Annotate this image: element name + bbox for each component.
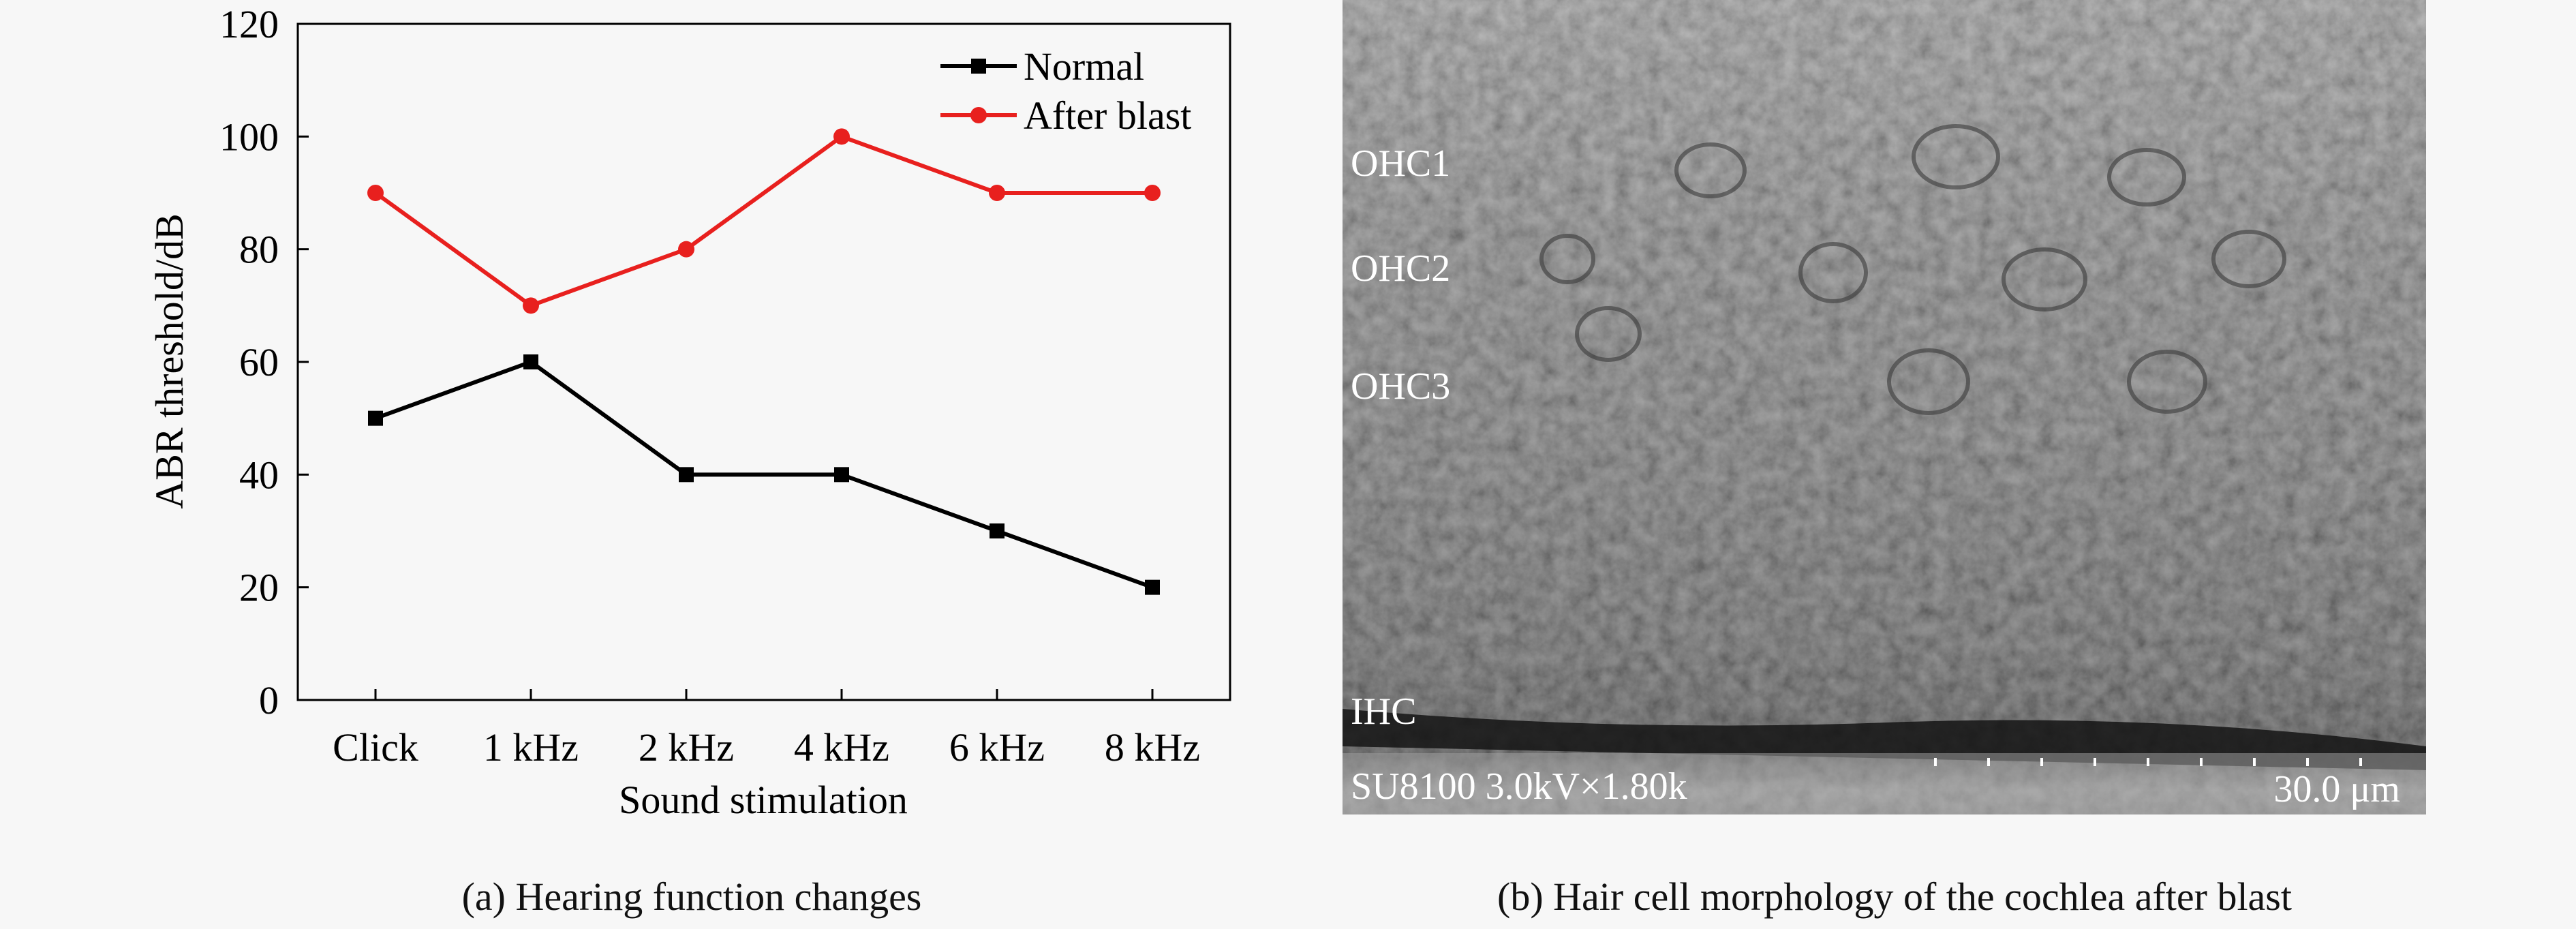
after-blast-point bbox=[367, 185, 384, 201]
caption-b: (b) Hair cell morphology of the cochlea … bbox=[1497, 874, 2292, 919]
after-blast-point bbox=[833, 128, 850, 145]
micrograph-texture bbox=[1343, 0, 2426, 814]
y-tick-label: 60 bbox=[239, 340, 279, 384]
sem-micrograph: OHC1 OHC2 OHC3 IHC SU8100 3.0kV×1.80k 30… bbox=[1343, 0, 2426, 814]
normal-point bbox=[368, 410, 383, 426]
legend-label-after-blast: After blast bbox=[1024, 93, 1191, 138]
y-axis-label: ABR threshold/dB bbox=[147, 213, 191, 508]
ohc2-label: OHC2 bbox=[1351, 247, 1451, 290]
after-blast-point bbox=[989, 185, 1005, 201]
abr-line-chart: 0 20 40 60 80 100 120 Click 1 kHz 2 kHz 4 kHz 6 kHz… bbox=[147, 2, 1231, 822]
y-tick-label: 0 bbox=[259, 678, 279, 722]
y-tick-label: 20 bbox=[239, 566, 279, 610]
y-tick-label: 80 bbox=[239, 228, 279, 272]
normal-point bbox=[523, 354, 538, 369]
x-tick-label: 2 kHz bbox=[639, 725, 734, 770]
ihc-label: IHC bbox=[1351, 690, 1417, 733]
x-tick-label: 4 kHz bbox=[794, 725, 889, 770]
normal-point bbox=[679, 467, 694, 483]
legend-marker-after-blast bbox=[970, 107, 987, 123]
after-blast-point bbox=[678, 241, 694, 258]
x-axis-label: Sound stimulation bbox=[619, 778, 908, 822]
ohc1-label: OHC1 bbox=[1351, 142, 1451, 185]
instrument-info: SU8100 3.0kV×1.80k bbox=[1351, 765, 1687, 808]
y-tick-label: 40 bbox=[239, 453, 279, 497]
legend-marker-normal bbox=[971, 59, 986, 74]
x-tick-label: 1 kHz bbox=[483, 725, 579, 770]
caption-a: (a) Hearing function changes bbox=[461, 874, 922, 919]
x-tick-label: 6 kHz bbox=[949, 725, 1045, 770]
normal-point bbox=[990, 523, 1005, 538]
x-tick-label: Click bbox=[333, 725, 418, 770]
scale-bar-label: 30.0 μm bbox=[2273, 768, 2400, 810]
legend-label-normal: Normal bbox=[1024, 44, 1144, 89]
y-tick-label: 120 bbox=[219, 2, 279, 46]
after-blast-series-line bbox=[374, 134, 1152, 308]
normal-point bbox=[1145, 579, 1160, 595]
normal-point bbox=[834, 467, 849, 483]
x-tick-label: 8 kHz bbox=[1105, 725, 1200, 770]
after-blast-point bbox=[1144, 185, 1161, 201]
ohc3-label: OHC3 bbox=[1351, 365, 1451, 408]
normal-series-line bbox=[374, 359, 1154, 590]
y-tick-label: 100 bbox=[219, 115, 279, 159]
after-blast-point bbox=[523, 297, 539, 314]
